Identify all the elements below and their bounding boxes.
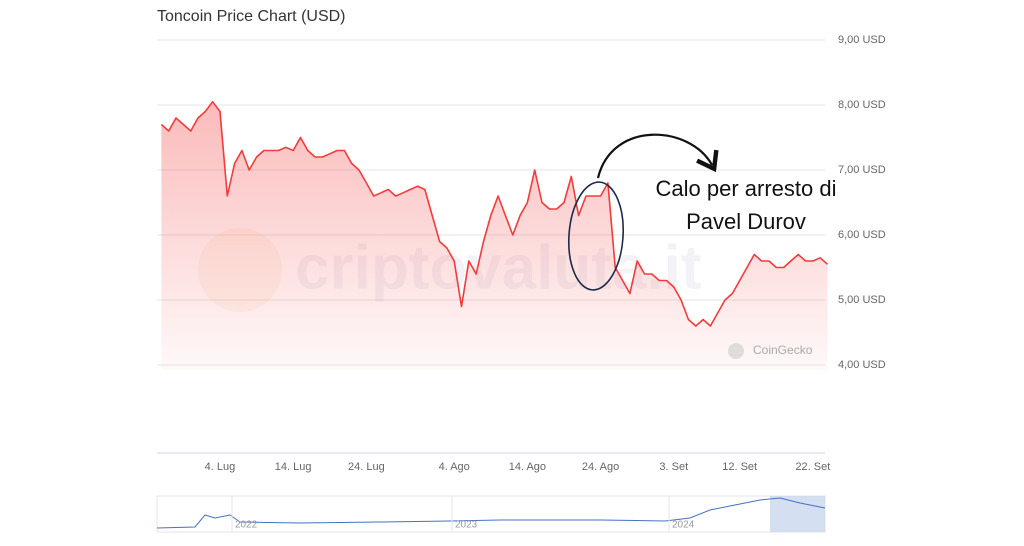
y-tick-label: 9,00 USD [838, 34, 886, 46]
price-line [160, 100, 829, 327]
y-tick-label: 8,00 USD [838, 99, 886, 111]
highlight-ellipse [568, 181, 624, 291]
x-tick-label: 4. Lug [205, 461, 236, 473]
navigator-label: 2022 [235, 520, 258, 531]
source-logo [728, 343, 744, 359]
y-tick-label: 6,00 USD [838, 229, 886, 241]
source: CoinGecko [753, 343, 813, 357]
y-tick-label: 5,00 USD [838, 294, 886, 306]
x-tick-label: 24. Lug [348, 461, 385, 473]
navigator-label: 2023 [455, 520, 478, 531]
navigator-line [156, 497, 826, 529]
chart-title: Toncoin Price Chart (USD) [157, 8, 346, 25]
navigator-selection [770, 496, 825, 532]
y-tick-label: 4,00 USD [838, 359, 886, 371]
y-tick-label: 7,00 USD [838, 164, 886, 176]
x-tick-label: 12. Set [722, 461, 757, 473]
x-tick-label: 4. Ago [439, 461, 470, 473]
x-tick-label: 14. Lug [275, 461, 312, 473]
x-tick-label: 14. Ago [509, 461, 546, 473]
price-area [161, 101, 828, 370]
navigator-label: 2024 [672, 520, 695, 531]
annotation: Pavel Durov [686, 209, 806, 234]
x-tick-label: 3. Set [659, 461, 688, 473]
annotation-arrow [596, 133, 719, 179]
x-tick-label: 24. Ago [582, 461, 619, 473]
annotation: Calo per arresto di [656, 176, 837, 201]
x-tick-label: 22. Set [795, 461, 830, 473]
